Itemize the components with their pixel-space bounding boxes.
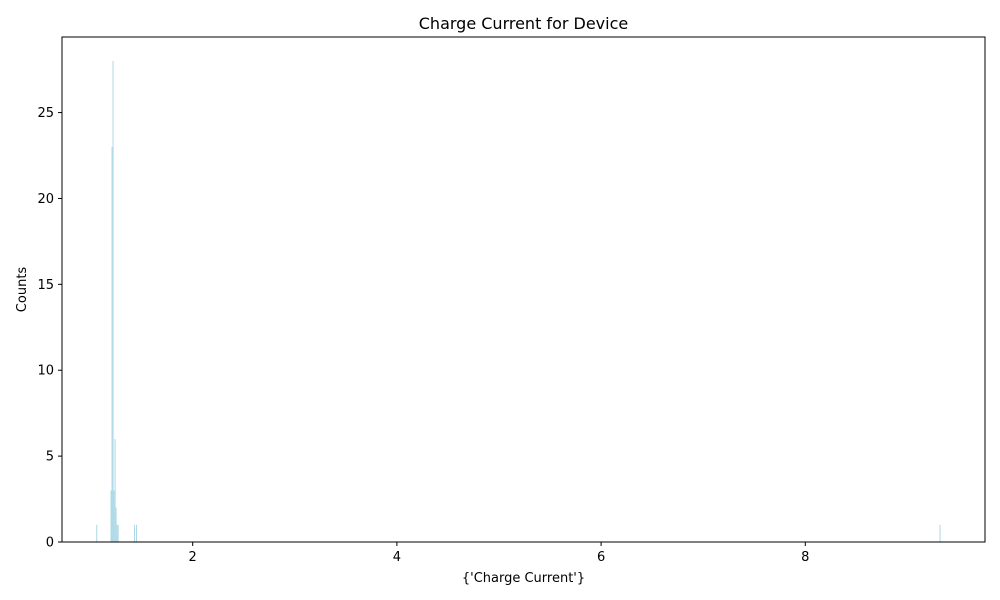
y-axis-label: Counts <box>15 267 30 313</box>
bar <box>113 490 115 542</box>
bar <box>114 438 116 542</box>
chart-title: Charge Current for Device <box>419 14 628 33</box>
x-axis: 2 4 6 8 <box>189 542 809 565</box>
y-tick-label: 10 <box>37 364 54 379</box>
y-axis: 0 5 10 15 20 25 <box>37 106 62 551</box>
plot-area <box>61 36 986 543</box>
x-tick-label: 4 <box>393 550 401 565</box>
x-axis-label: {'Charge Current'} <box>462 571 585 586</box>
y-tick-label: 15 <box>37 278 54 293</box>
y-tick-label: 0 <box>46 536 54 551</box>
bar <box>136 524 138 542</box>
bars <box>96 61 941 543</box>
bar <box>939 524 941 542</box>
bar <box>112 61 114 543</box>
bar <box>111 146 113 542</box>
x-tick-label: 6 <box>597 550 605 565</box>
bar <box>96 524 98 542</box>
bar <box>117 524 119 542</box>
plot-frame <box>61 36 986 543</box>
bar <box>110 490 112 542</box>
bar <box>116 524 118 542</box>
y-tick-label: 20 <box>37 192 54 207</box>
x-tick-label: 8 <box>801 550 809 565</box>
bar <box>115 507 117 542</box>
bar <box>133 524 135 542</box>
y-tick-label: 25 <box>37 106 54 121</box>
x-tick-label: 2 <box>189 550 197 565</box>
y-tick-label: 5 <box>46 450 54 465</box>
